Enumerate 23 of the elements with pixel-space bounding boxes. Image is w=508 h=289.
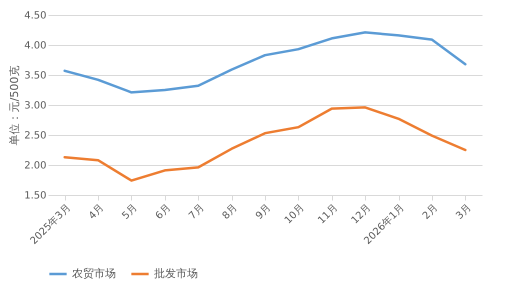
x-tick-label: 5月: [120, 202, 140, 222]
y-tick-label: 3.50: [24, 70, 46, 82]
x-tick-label: 10月: [282, 202, 307, 226]
y-tick-label: 2.00: [24, 160, 46, 172]
x-tick-label: 6月: [154, 202, 174, 222]
x-tick-label: 9月: [254, 202, 274, 222]
x-tick-label: 4月: [87, 202, 106, 222]
legend-label: 批发市场: [154, 267, 198, 280]
line-series: [63, 106, 467, 182]
x-tick-label: 2月: [420, 202, 440, 222]
y-tick-label: 1.50: [24, 190, 46, 202]
line-series: [63, 31, 467, 94]
x-tick-label: 8月: [220, 202, 240, 222]
legend-label: 农贸市场: [72, 267, 116, 280]
y-tick-label: 4.50: [24, 10, 46, 22]
x-tick-label: 12月: [350, 202, 374, 226]
y-tick-label: 4.00: [24, 40, 46, 52]
x-tick-label: 11月: [316, 202, 340, 226]
y-tick-label: 3.00: [24, 100, 46, 112]
y-tick-label: 2.50: [24, 130, 46, 142]
y-axis-title: 单位：元/500克: [8, 66, 22, 146]
x-tick-label: 3月: [454, 202, 474, 222]
x-tick-label: 7月: [187, 202, 207, 222]
